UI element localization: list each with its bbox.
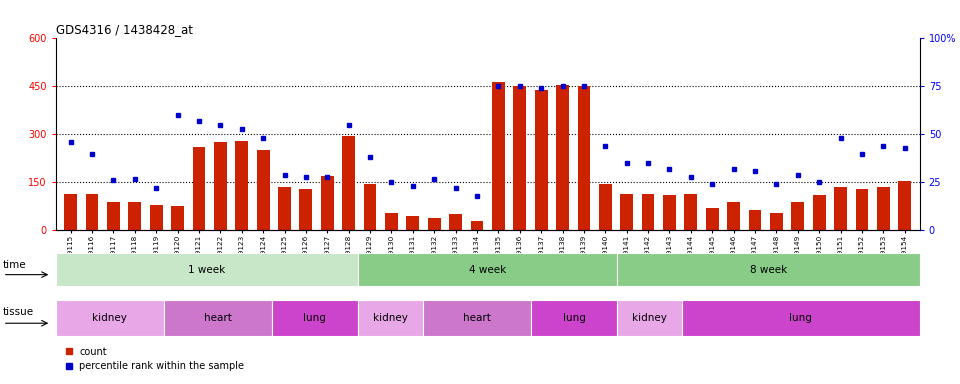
Bar	[617, 253, 920, 286]
Bar	[272, 300, 358, 336]
Bar	[64, 194, 77, 230]
Bar	[617, 300, 682, 336]
Bar	[556, 85, 569, 230]
Bar	[385, 213, 397, 230]
Text: heart: heart	[204, 313, 231, 323]
Bar	[300, 189, 312, 230]
Bar	[428, 218, 441, 230]
Text: lung: lung	[789, 313, 812, 323]
Text: lung: lung	[303, 313, 326, 323]
Bar	[85, 194, 99, 230]
Text: 1 week: 1 week	[188, 265, 226, 275]
Text: kidney: kidney	[373, 313, 408, 323]
Bar	[641, 194, 655, 230]
Bar	[56, 300, 163, 336]
Bar	[214, 142, 227, 230]
Bar	[791, 202, 804, 230]
Bar	[343, 136, 355, 230]
Bar	[171, 207, 184, 230]
Bar	[620, 194, 633, 230]
Bar	[107, 202, 120, 230]
Bar	[163, 300, 272, 336]
Bar	[321, 176, 334, 230]
Bar	[150, 205, 162, 230]
Bar	[770, 213, 782, 230]
Text: GDS4316 / 1438428_at: GDS4316 / 1438428_at	[56, 23, 193, 36]
Text: 4 week: 4 week	[469, 265, 506, 275]
Text: kidney: kidney	[92, 313, 127, 323]
Bar	[899, 181, 911, 230]
Text: kidney: kidney	[633, 313, 667, 323]
Bar	[406, 216, 420, 230]
Bar	[423, 300, 531, 336]
Bar	[749, 210, 761, 230]
Bar	[358, 253, 617, 286]
Bar	[193, 147, 205, 230]
Bar	[663, 195, 676, 230]
Bar	[278, 187, 291, 230]
Text: time: time	[3, 260, 27, 270]
Bar	[813, 195, 826, 230]
Bar	[235, 141, 248, 230]
Bar	[470, 221, 484, 230]
Bar	[364, 184, 376, 230]
Bar	[684, 194, 697, 230]
Bar	[578, 86, 590, 230]
Text: heart: heart	[463, 313, 491, 323]
Text: lung: lung	[563, 313, 586, 323]
Bar	[535, 89, 547, 230]
Text: 8 week: 8 week	[750, 265, 787, 275]
Bar	[56, 253, 358, 286]
Bar	[682, 300, 920, 336]
Bar	[599, 184, 612, 230]
Bar	[358, 300, 423, 336]
Bar	[492, 81, 505, 230]
Text: tissue: tissue	[3, 307, 34, 317]
Bar	[728, 202, 740, 230]
Bar	[514, 86, 526, 230]
Bar	[449, 214, 462, 230]
Bar	[531, 300, 617, 336]
Legend: count, percentile rank within the sample: count, percentile rank within the sample	[60, 343, 248, 375]
Bar	[256, 151, 270, 230]
Bar	[834, 187, 847, 230]
Bar	[855, 189, 869, 230]
Bar	[876, 187, 890, 230]
Bar	[129, 202, 141, 230]
Bar	[706, 208, 719, 230]
